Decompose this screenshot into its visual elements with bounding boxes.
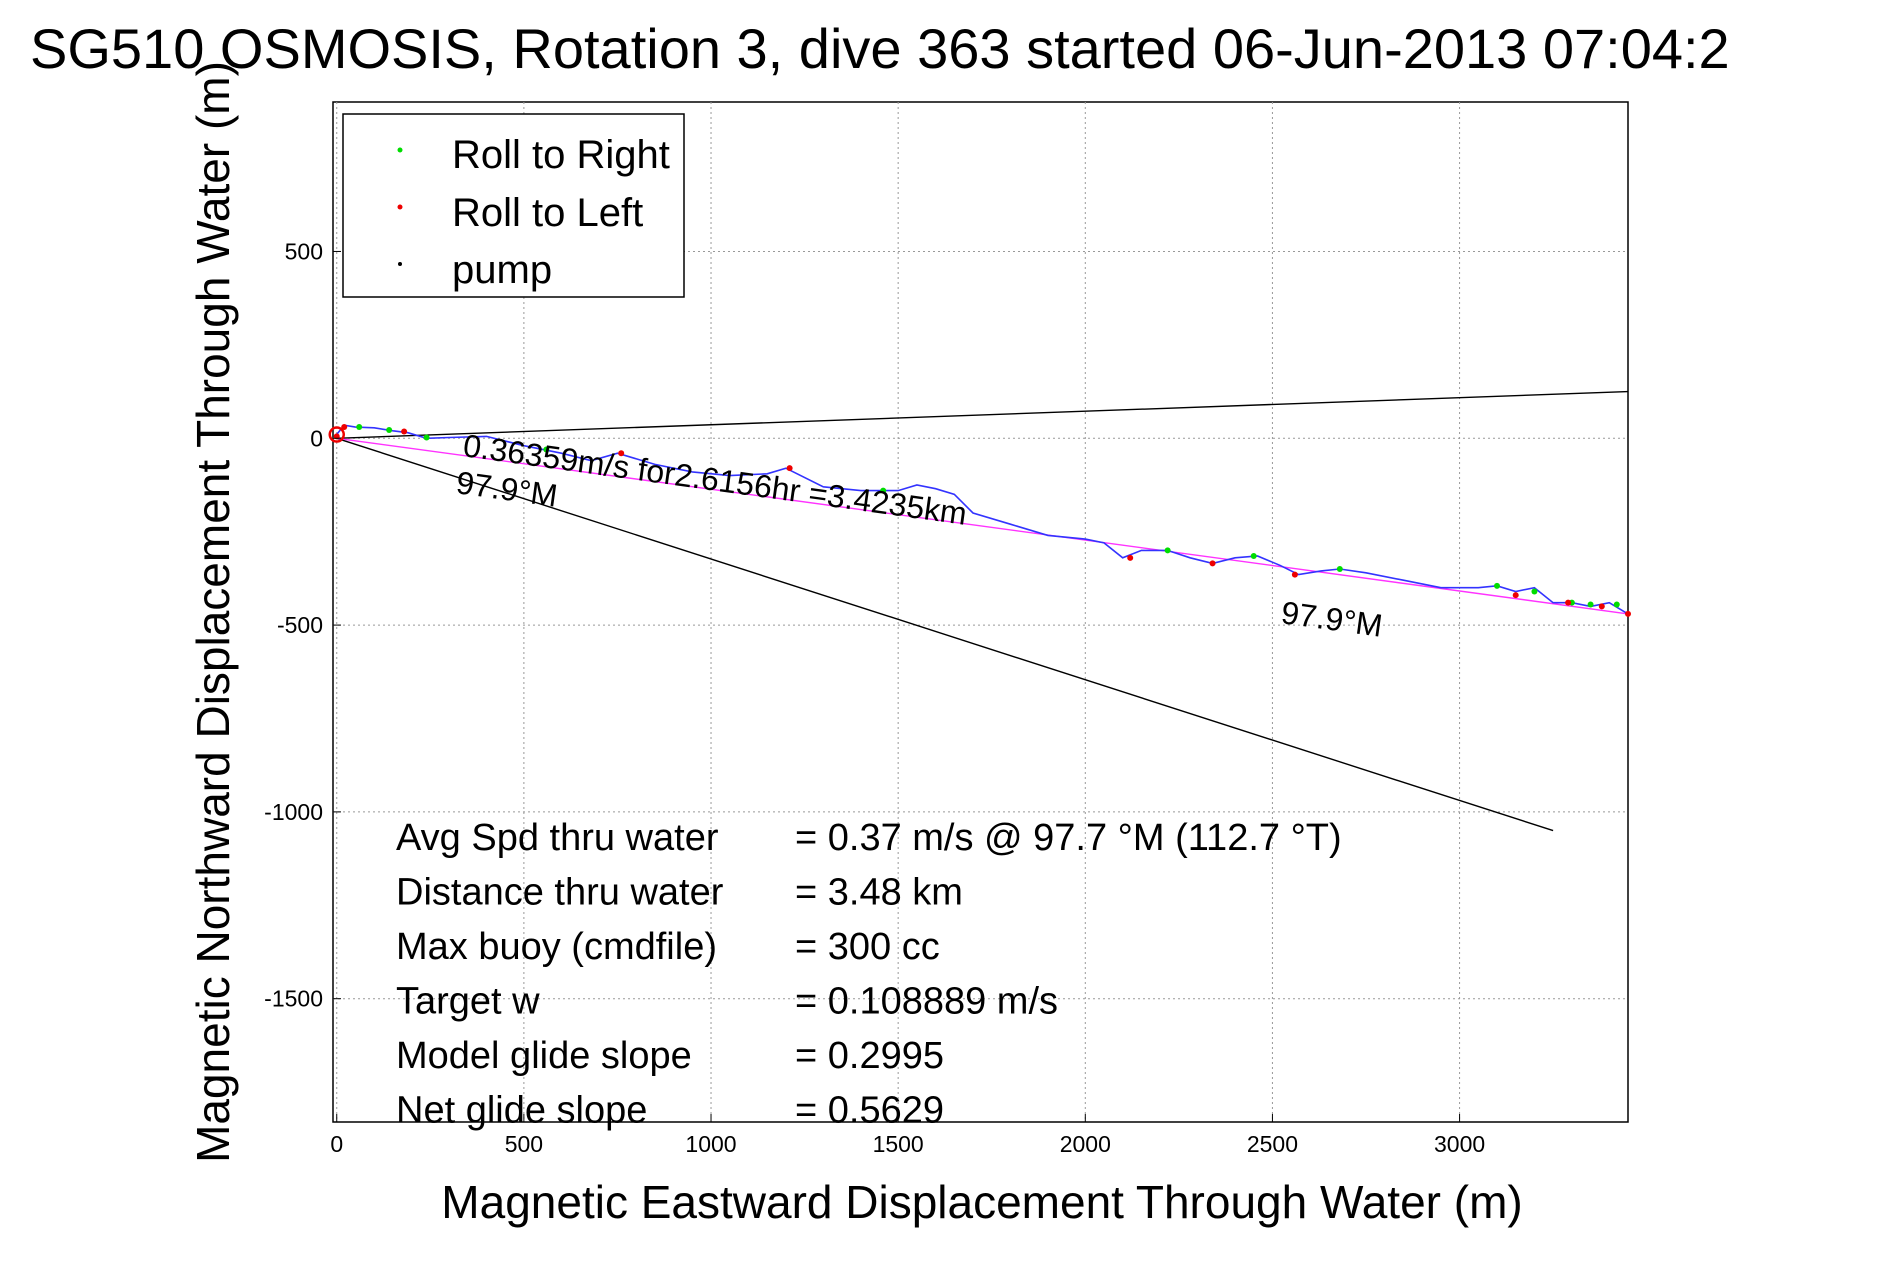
roll-right-point: [356, 424, 363, 431]
stat-value: = 0.108889 m/s: [795, 981, 1058, 1023]
x-tick-label: 500: [505, 1131, 543, 1157]
roll-right-point: [1250, 552, 1257, 559]
series-line-0: [336, 424, 1629, 615]
roll-right-point: [1494, 582, 1501, 589]
roll-left-point: [1209, 560, 1216, 567]
stat-value: = 0.37 m/s @ 97.7 °M (112.7 °T): [795, 817, 1342, 859]
roll-left-point: [1625, 610, 1631, 617]
stat-label: Distance thru water: [396, 872, 724, 914]
stat-label: Target w: [396, 981, 540, 1023]
stat-label: Model glide slope: [396, 1035, 692, 1077]
roll-right-point: [386, 427, 393, 434]
roll-left-point: [1512, 592, 1519, 599]
roll-left-point: [1291, 571, 1298, 578]
axis-ticks: 0 500 1000 1500 2000 2500 3000 500 0 -500 -1000 -15…: [264, 238, 1485, 1157]
data-points: [328, 424, 1631, 617]
legend-marker-roll-left: [397, 204, 403, 210]
roll-right-point: [423, 434, 430, 441]
roll-right-point: [1164, 547, 1171, 554]
stat-label: Avg Spd thru water: [396, 817, 719, 859]
roll-left-point: [786, 465, 793, 472]
x-tick-label: 2000: [1060, 1131, 1111, 1157]
legend-marker-roll-right: [397, 147, 403, 153]
x-axis-label: Magnetic Eastward Displacement Through W…: [441, 1176, 1522, 1228]
roll-left-point: [1598, 603, 1605, 610]
stat-value: = 3.48 km: [795, 872, 963, 914]
dive-stats: Avg Spd thru water = 0.37 m/s @ 97.7 °M (…: [396, 817, 1342, 1132]
stat-label: Max buoy (cmdfile): [396, 926, 717, 968]
data-lines: [336, 390, 1629, 832]
y-tick-label: 0: [310, 425, 323, 451]
x-tick-label: 0: [330, 1131, 343, 1157]
y-tick-label: -1000: [264, 799, 323, 825]
roll-left-point: [618, 450, 625, 457]
roll-right-point: [1587, 601, 1594, 608]
legend-label-roll-left: Roll to Left: [452, 191, 643, 235]
stat-label: Net glide slope: [396, 1090, 647, 1132]
roll-left-point: [1127, 554, 1134, 561]
series-line-2: [336, 390, 1629, 439]
roll-left-point: [341, 424, 348, 431]
chart-title: SG510 OSMOSIS, Rotation 3, dive 363 star…: [30, 17, 1730, 80]
start-marker: [328, 426, 345, 443]
series-line-3: [336, 437, 1554, 832]
x-tick-label: 2500: [1247, 1131, 1298, 1157]
y-tick-label: 500: [285, 238, 323, 264]
roll-right-point: [880, 487, 887, 494]
legend-marker-pump: [398, 262, 402, 266]
legend-label-pump: pump: [452, 248, 552, 292]
legend-label-roll-right: Roll to Right: [452, 133, 670, 177]
roll-left-point: [401, 428, 408, 435]
roll-right-point: [1531, 588, 1538, 595]
y-tick-label: -1500: [264, 986, 323, 1012]
roll-left-point: [1565, 599, 1572, 606]
y-axis-label: Magnetic Northward Displacement Through …: [187, 61, 239, 1163]
x-tick-label: 3000: [1434, 1131, 1485, 1157]
stat-value: = 0.5629: [795, 1090, 944, 1132]
roll-right-point: [1613, 601, 1620, 608]
x-tick-label: 1500: [873, 1131, 924, 1157]
legend: Roll to Right Roll to Left pump: [342, 113, 685, 298]
stat-value: = 0.2995: [795, 1035, 944, 1077]
x-tick-label: 1000: [685, 1131, 736, 1157]
roll-right-point: [543, 446, 550, 453]
series-line-1: [336, 437, 1629, 615]
stat-value: = 300 cc: [795, 926, 940, 968]
y-tick-label: -500: [277, 612, 323, 638]
roll-right-point: [1336, 566, 1343, 573]
